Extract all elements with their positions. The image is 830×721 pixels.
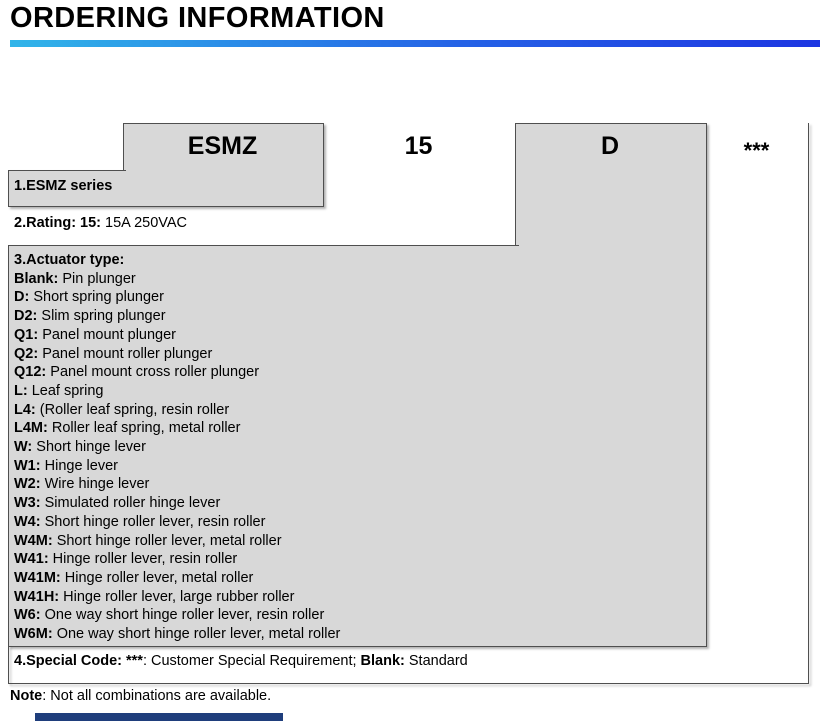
actuator-item-code: W6M: bbox=[14, 626, 53, 643]
actuator-item-desc: Short hinge lever bbox=[32, 439, 146, 456]
actuator-item-code: W41H: bbox=[14, 588, 60, 605]
actuator-item: Q2: Panel mount roller plunger bbox=[14, 345, 509, 364]
section-divider-rule bbox=[10, 40, 820, 47]
text-run: Note bbox=[10, 688, 43, 704]
actuator-item-desc: Short hinge roller lever, resin roller bbox=[40, 513, 266, 530]
actuator-box-column bbox=[515, 123, 707, 647]
actuator-item-code: W4M: bbox=[14, 532, 53, 549]
actuator-item: W6M: One way short hinge roller lever, m… bbox=[14, 625, 509, 644]
text-run: Blank: bbox=[360, 653, 405, 669]
actuator-item-desc: Pin plunger bbox=[58, 270, 136, 287]
actuator-item-code: Blank: bbox=[14, 270, 59, 287]
part-segment-actuator: D bbox=[600, 132, 620, 160]
actuator-item-desc: Panel mount plunger bbox=[38, 326, 177, 343]
text-run: : Not all combinations are available. bbox=[42, 688, 272, 704]
actuator-item: L: Leaf spring bbox=[14, 382, 509, 401]
actuator-item-code: Q2: bbox=[14, 345, 39, 362]
special-box-column bbox=[705, 123, 809, 683]
actuator-item: Blank: Pin plunger bbox=[14, 270, 509, 289]
actuator-item-code: L: bbox=[14, 382, 28, 399]
actuator-item-code: Q1: bbox=[14, 326, 39, 343]
actuator-item: D: Short spring plunger bbox=[14, 288, 509, 307]
actuator-item-code: D2: bbox=[14, 308, 38, 325]
rating-label: 2.Rating: 15: 15A 250VAC bbox=[14, 215, 187, 231]
actuator-item-desc: Wire hinge lever bbox=[40, 476, 150, 493]
actuator-item-desc: Hinge lever bbox=[40, 457, 118, 474]
actuator-item-desc: One way short hinge roller lever, metal … bbox=[52, 626, 341, 643]
actuator-item-desc: Simulated roller hinge lever bbox=[40, 495, 221, 512]
actuator-item: W4: Short hinge roller lever, resin roll… bbox=[14, 513, 509, 532]
actuator-item: W3: Simulated roller hinge lever bbox=[14, 494, 509, 513]
actuator-items: Blank: Pin plunger D: Short spring plunge… bbox=[14, 270, 509, 644]
actuator-item-code: W3: bbox=[14, 495, 41, 512]
text-run: 4.Special Code: *** bbox=[14, 653, 143, 669]
actuator-item: Q12: Panel mount cross roller plunger bbox=[14, 363, 509, 382]
actuator-item: W41: Hinge roller lever, resin roller bbox=[14, 550, 509, 569]
actuator-item-code: W1: bbox=[14, 457, 41, 474]
series-label: 1.ESMZ series bbox=[14, 178, 113, 194]
actuator-item-code: W: bbox=[14, 439, 33, 456]
actuator-item-code: W6: bbox=[14, 607, 41, 624]
part-segment-special: *** bbox=[743, 138, 770, 163]
actuator-item-desc: Hinge roller lever, large rubber roller bbox=[59, 588, 295, 605]
actuator-item-desc: Panel mount roller plunger bbox=[38, 345, 213, 362]
actuator-item: W2: Wire hinge lever bbox=[14, 475, 509, 494]
actuator-item: W4M: Short hinge roller lever, metal rol… bbox=[14, 532, 509, 551]
text-run: Standard bbox=[404, 653, 468, 669]
actuator-item-desc: One way short hinge roller lever, resin … bbox=[40, 607, 325, 624]
actuator-item-desc: Hinge roller lever, resin roller bbox=[48, 551, 238, 568]
actuator-item-desc: (Roller leaf spring, resin roller bbox=[35, 401, 230, 418]
actuator-item-desc: Roller leaf spring, metal roller bbox=[47, 420, 241, 437]
actuator-item: L4: (Roller leaf spring, resin roller bbox=[14, 401, 509, 420]
actuator-item-code: W4: bbox=[14, 513, 41, 530]
text-run: 15A 250VAC bbox=[101, 215, 188, 231]
actuator-item: W41H: Hinge roller lever, large rubber r… bbox=[14, 588, 509, 607]
actuator-item: W1: Hinge lever bbox=[14, 457, 509, 476]
actuator-item-code: W2: bbox=[14, 476, 41, 493]
actuator-item-desc: Short hinge roller lever, metal roller bbox=[52, 532, 282, 549]
actuator-list: 3.Actuator type: Blank: Pin plunger D: Sh… bbox=[14, 251, 509, 644]
actuator-item-desc: Hinge roller lever, metal roller bbox=[60, 569, 254, 586]
actuator-item-desc: Short spring plunger bbox=[29, 289, 164, 306]
text-run: : Customer Special Requirement; bbox=[142, 653, 361, 669]
actuator-heading: 3.Actuator type: bbox=[14, 252, 125, 268]
actuator-item-code: D: bbox=[14, 289, 30, 306]
actuator-item: L4M: Roller leaf spring, metal roller bbox=[14, 419, 509, 438]
actuator-item: Q1: Panel mount plunger bbox=[14, 326, 509, 345]
note-line: Note: Not all combinations are available… bbox=[10, 688, 271, 704]
actuator-item: W41M: Hinge roller lever, metal roller bbox=[14, 569, 509, 588]
special-code-label: 4.Special Code: ***: Customer Special Re… bbox=[14, 653, 468, 669]
part-segment-rating: 15 bbox=[404, 132, 433, 160]
actuator-item-desc: Panel mount cross roller plunger bbox=[46, 364, 260, 381]
text-run: 2.Rating: 15: bbox=[14, 215, 102, 231]
part-segment-series: ESMZ bbox=[187, 132, 258, 160]
actuator-item-code: W41M: bbox=[14, 569, 61, 586]
actuator-item: D2: Slim spring plunger bbox=[14, 307, 509, 326]
actuator-item: W6: One way short hinge roller lever, re… bbox=[14, 606, 509, 625]
page-title: ORDERING INFORMATION bbox=[10, 2, 385, 34]
actuator-item-code: W41: bbox=[14, 551, 49, 568]
actuator-item-desc: Slim spring plunger bbox=[37, 308, 166, 325]
actuator-item: W: Short hinge lever bbox=[14, 438, 509, 457]
actuator-item-code: L4M: bbox=[14, 420, 48, 437]
actuator-item-desc: Leaf spring bbox=[27, 382, 104, 399]
actuator-item-code: L4: bbox=[14, 401, 36, 418]
footer-bar bbox=[35, 713, 283, 721]
actuator-item-code: Q12: bbox=[14, 364, 47, 381]
